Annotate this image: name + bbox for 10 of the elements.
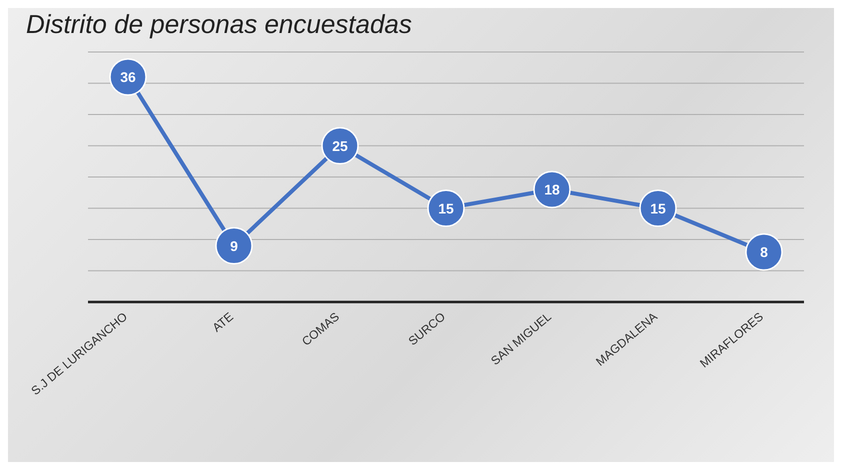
data-label: 15 bbox=[438, 200, 454, 216]
data-label: 18 bbox=[544, 182, 560, 198]
data-label: 25 bbox=[332, 138, 348, 154]
data-label: 15 bbox=[650, 200, 666, 216]
data-label: 9 bbox=[230, 238, 238, 254]
data-label: 36 bbox=[120, 69, 136, 85]
data-label: 8 bbox=[760, 244, 768, 260]
chart-title: Distrito de personas encuestadas bbox=[25, 8, 413, 41]
point bbox=[215, 227, 253, 264]
point bbox=[745, 233, 783, 271]
